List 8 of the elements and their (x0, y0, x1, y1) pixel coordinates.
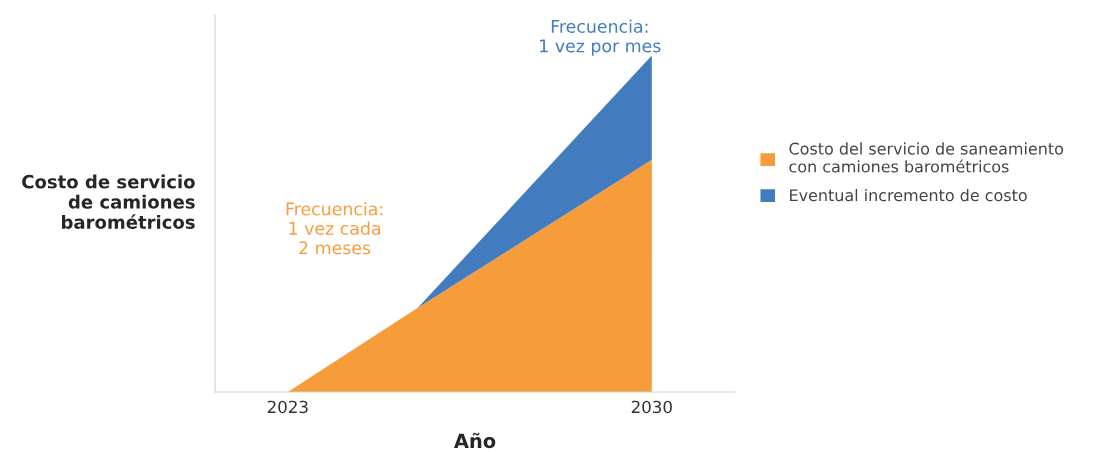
x-tick-label: 2023 (267, 400, 308, 414)
legend-label: Costo del servicio de saneamiento con camiones barométricos (789, 142, 1064, 173)
y-axis-title: Costo de servicio de camiones barométricos (22, 174, 195, 229)
x-axis-title: Año (453, 432, 496, 449)
x-tick-label: 2030 (631, 400, 672, 414)
annotation: Frecuencia: 1 vez cada 2 meses (286, 202, 383, 255)
legend-label: Eventual incremento de costo (790, 188, 1027, 202)
annotation: Frecuencia: 1 vez por mes (540, 19, 661, 56)
